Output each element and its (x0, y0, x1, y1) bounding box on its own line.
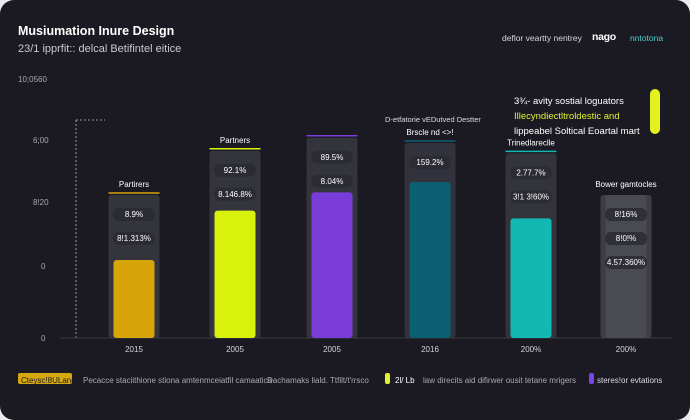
data-label-pill (409, 156, 451, 169)
header-right-text: deflor veartty nentrey (502, 33, 582, 43)
data-label: 2.77.7% (516, 168, 545, 177)
x-tick-label: 2005 (323, 345, 341, 354)
chart-subtitle: 23/1 ipprfit:: delcal Betifintel eitice (18, 43, 182, 55)
bar (311, 192, 353, 338)
data-label-pill (510, 166, 552, 180)
data-label-pill (605, 208, 647, 221)
data-label-pill (113, 232, 155, 245)
data-label: 8.04% (321, 177, 344, 186)
y-axis-label: 6;00 (33, 136, 49, 145)
legend-item: law direcits aid difirwer ousit tetane m… (423, 376, 576, 385)
legend-swatch (385, 373, 390, 384)
data-label: 8.9% (125, 210, 143, 219)
callout-line: lippeabel Soltical Eoartal mart (514, 126, 640, 137)
legend-item: steres!or evtations (597, 376, 663, 385)
data-label-pill (605, 232, 647, 245)
bar-label: Partirers (119, 180, 149, 189)
legend-item: Pecacce staciithione stiona amtenmceiatf… (83, 376, 272, 385)
data-label: 4.57.360% (607, 258, 645, 267)
chart-annotation: D-etfatorie vEDutved Destter (385, 115, 481, 124)
bar (113, 260, 155, 338)
y-axis-label: 8!20 (33, 198, 49, 207)
bar-label: Trinedlareclle (507, 138, 555, 147)
legend-item: Dachamaks liald. Ttfilt/t'rrsco (267, 376, 369, 385)
bar (214, 210, 256, 338)
data-label-pill (113, 208, 155, 221)
data-label-pill (214, 187, 256, 201)
bar-label: Brscle nd <>! (406, 128, 453, 137)
bar-label: Partners (220, 136, 250, 145)
data-label-pill (311, 174, 353, 188)
brand-logo-tag: nntotona (630, 33, 664, 43)
legend-item: 2l/ Lb (395, 376, 415, 385)
data-label: 8!0!% (616, 234, 636, 243)
callout-accent-bar (650, 89, 660, 134)
data-label-pill (605, 256, 647, 269)
callout-line: 3¾- avity sostial loguators (514, 96, 624, 107)
x-tick-label: 2015 (125, 345, 143, 354)
data-label: 159.2% (416, 158, 443, 167)
legend-swatch (18, 373, 72, 384)
data-label: 8!1.313% (117, 234, 151, 243)
data-label: 89.5% (321, 153, 344, 162)
y-axis-label: 10;0560 (18, 75, 47, 84)
x-tick-label: 200% (616, 345, 636, 354)
data-label: 8!16% (615, 210, 638, 219)
y-axis-label: 0 (41, 262, 46, 271)
x-tick-label: 2005 (226, 345, 244, 354)
data-label-pill (510, 190, 552, 204)
chart-title: Musiumation Inure Design (18, 24, 175, 38)
bar (409, 182, 451, 338)
data-label-pill (214, 163, 256, 177)
data-label: 92.1% (224, 166, 247, 175)
callout-line: Illecyndiectltroldestic and (514, 111, 620, 122)
data-label: 3!1 3!60% (513, 192, 549, 201)
legend-swatch (589, 373, 594, 384)
brand-logo: nago (592, 31, 616, 43)
bar-label: Bower gamtocles (595, 180, 656, 189)
data-label: 8.146.8% (218, 190, 252, 199)
bar (510, 218, 552, 338)
data-label-pill (311, 150, 353, 164)
y-axis-label: 0 (41, 334, 46, 343)
x-tick-label: 2016 (421, 345, 439, 354)
legend-item: Cteysc!8ULand (21, 376, 76, 385)
x-tick-label: 200% (521, 345, 541, 354)
